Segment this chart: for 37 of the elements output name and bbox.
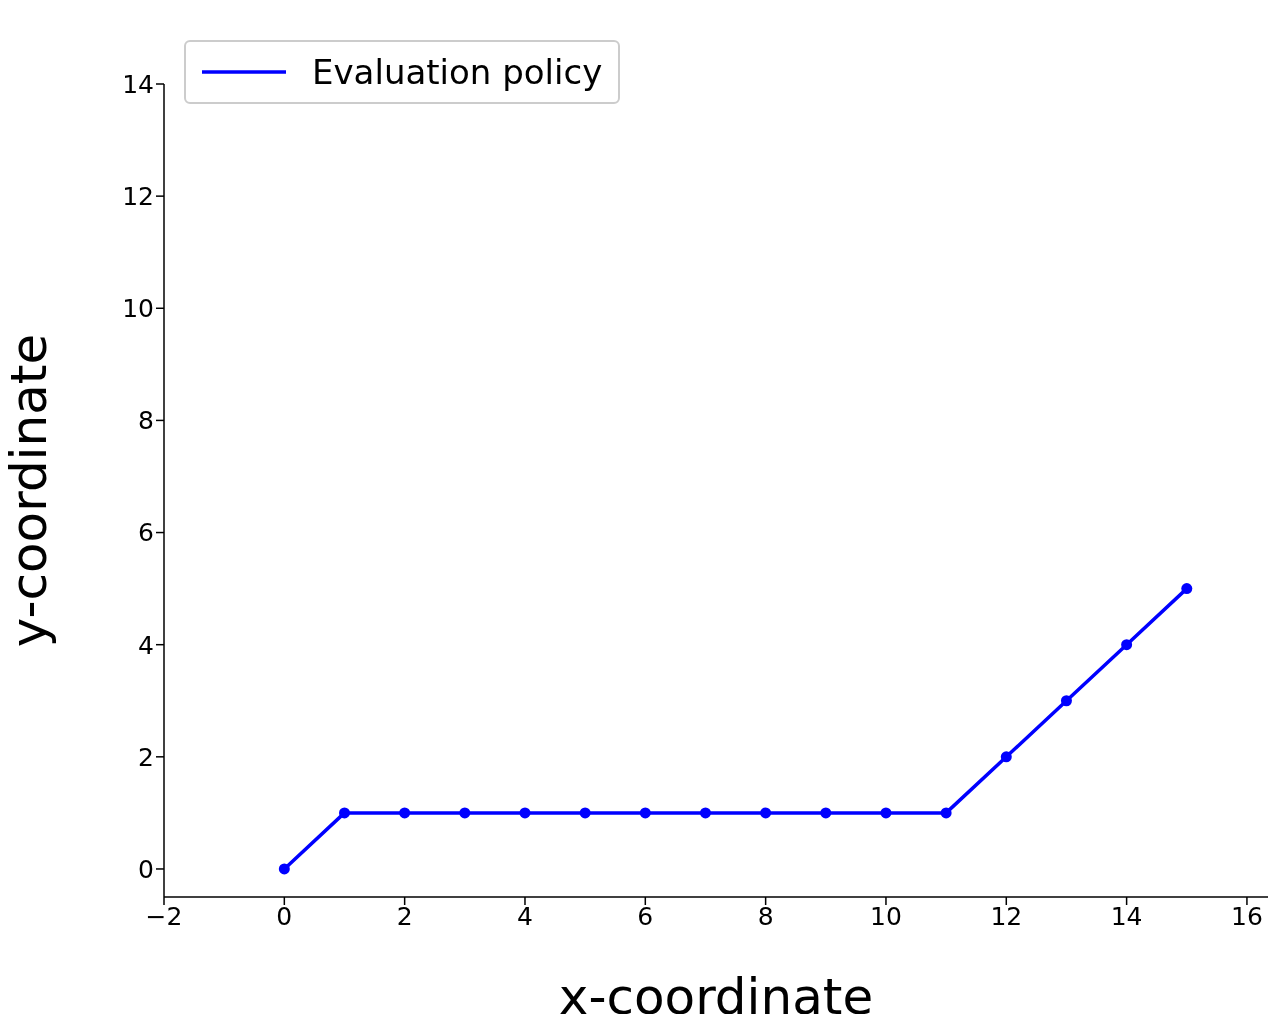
y-tick-label: 14: [122, 69, 154, 99]
y-tick-label: 0: [138, 854, 154, 884]
x-tick-label: 12: [990, 901, 1023, 931]
x-tick-label: −2: [145, 901, 183, 931]
x-tick-label: 10: [870, 901, 902, 931]
y-tick-label: 4: [138, 630, 154, 660]
y-tick-label: 2: [138, 742, 154, 772]
x-tick-label: 6: [637, 901, 654, 931]
x-axis-title: x-coordinate: [558, 968, 874, 1022]
point: [699, 807, 711, 819]
y-tick-label: 10: [122, 294, 154, 324]
y-tick-label: 12: [122, 182, 154, 212]
x-tick-label: 4: [517, 901, 533, 931]
point: [338, 807, 350, 819]
x-tick-label: 8: [757, 901, 774, 931]
point: [579, 807, 591, 819]
point: [880, 807, 892, 819]
x-tick-label: 0: [276, 901, 293, 931]
point: [639, 807, 651, 819]
y-tick-label: 6: [138, 518, 154, 548]
point: [1060, 695, 1072, 707]
point: [278, 863, 290, 875]
legend-label: Evaluation policy: [312, 52, 603, 92]
point: [399, 807, 411, 819]
y-axis-title: y-coordinate: [0, 333, 58, 648]
point: [760, 807, 772, 819]
point: [1181, 583, 1193, 595]
point: [820, 807, 832, 819]
y-tick-label: 8: [138, 406, 154, 436]
point: [1000, 751, 1012, 763]
x-tick-label: 16: [1231, 901, 1263, 931]
point: [459, 807, 471, 819]
point: [1121, 639, 1133, 651]
point: [519, 807, 531, 819]
point: [940, 807, 952, 819]
x-tick-label: 14: [1110, 901, 1143, 931]
x-tick-label: 2: [396, 901, 413, 931]
